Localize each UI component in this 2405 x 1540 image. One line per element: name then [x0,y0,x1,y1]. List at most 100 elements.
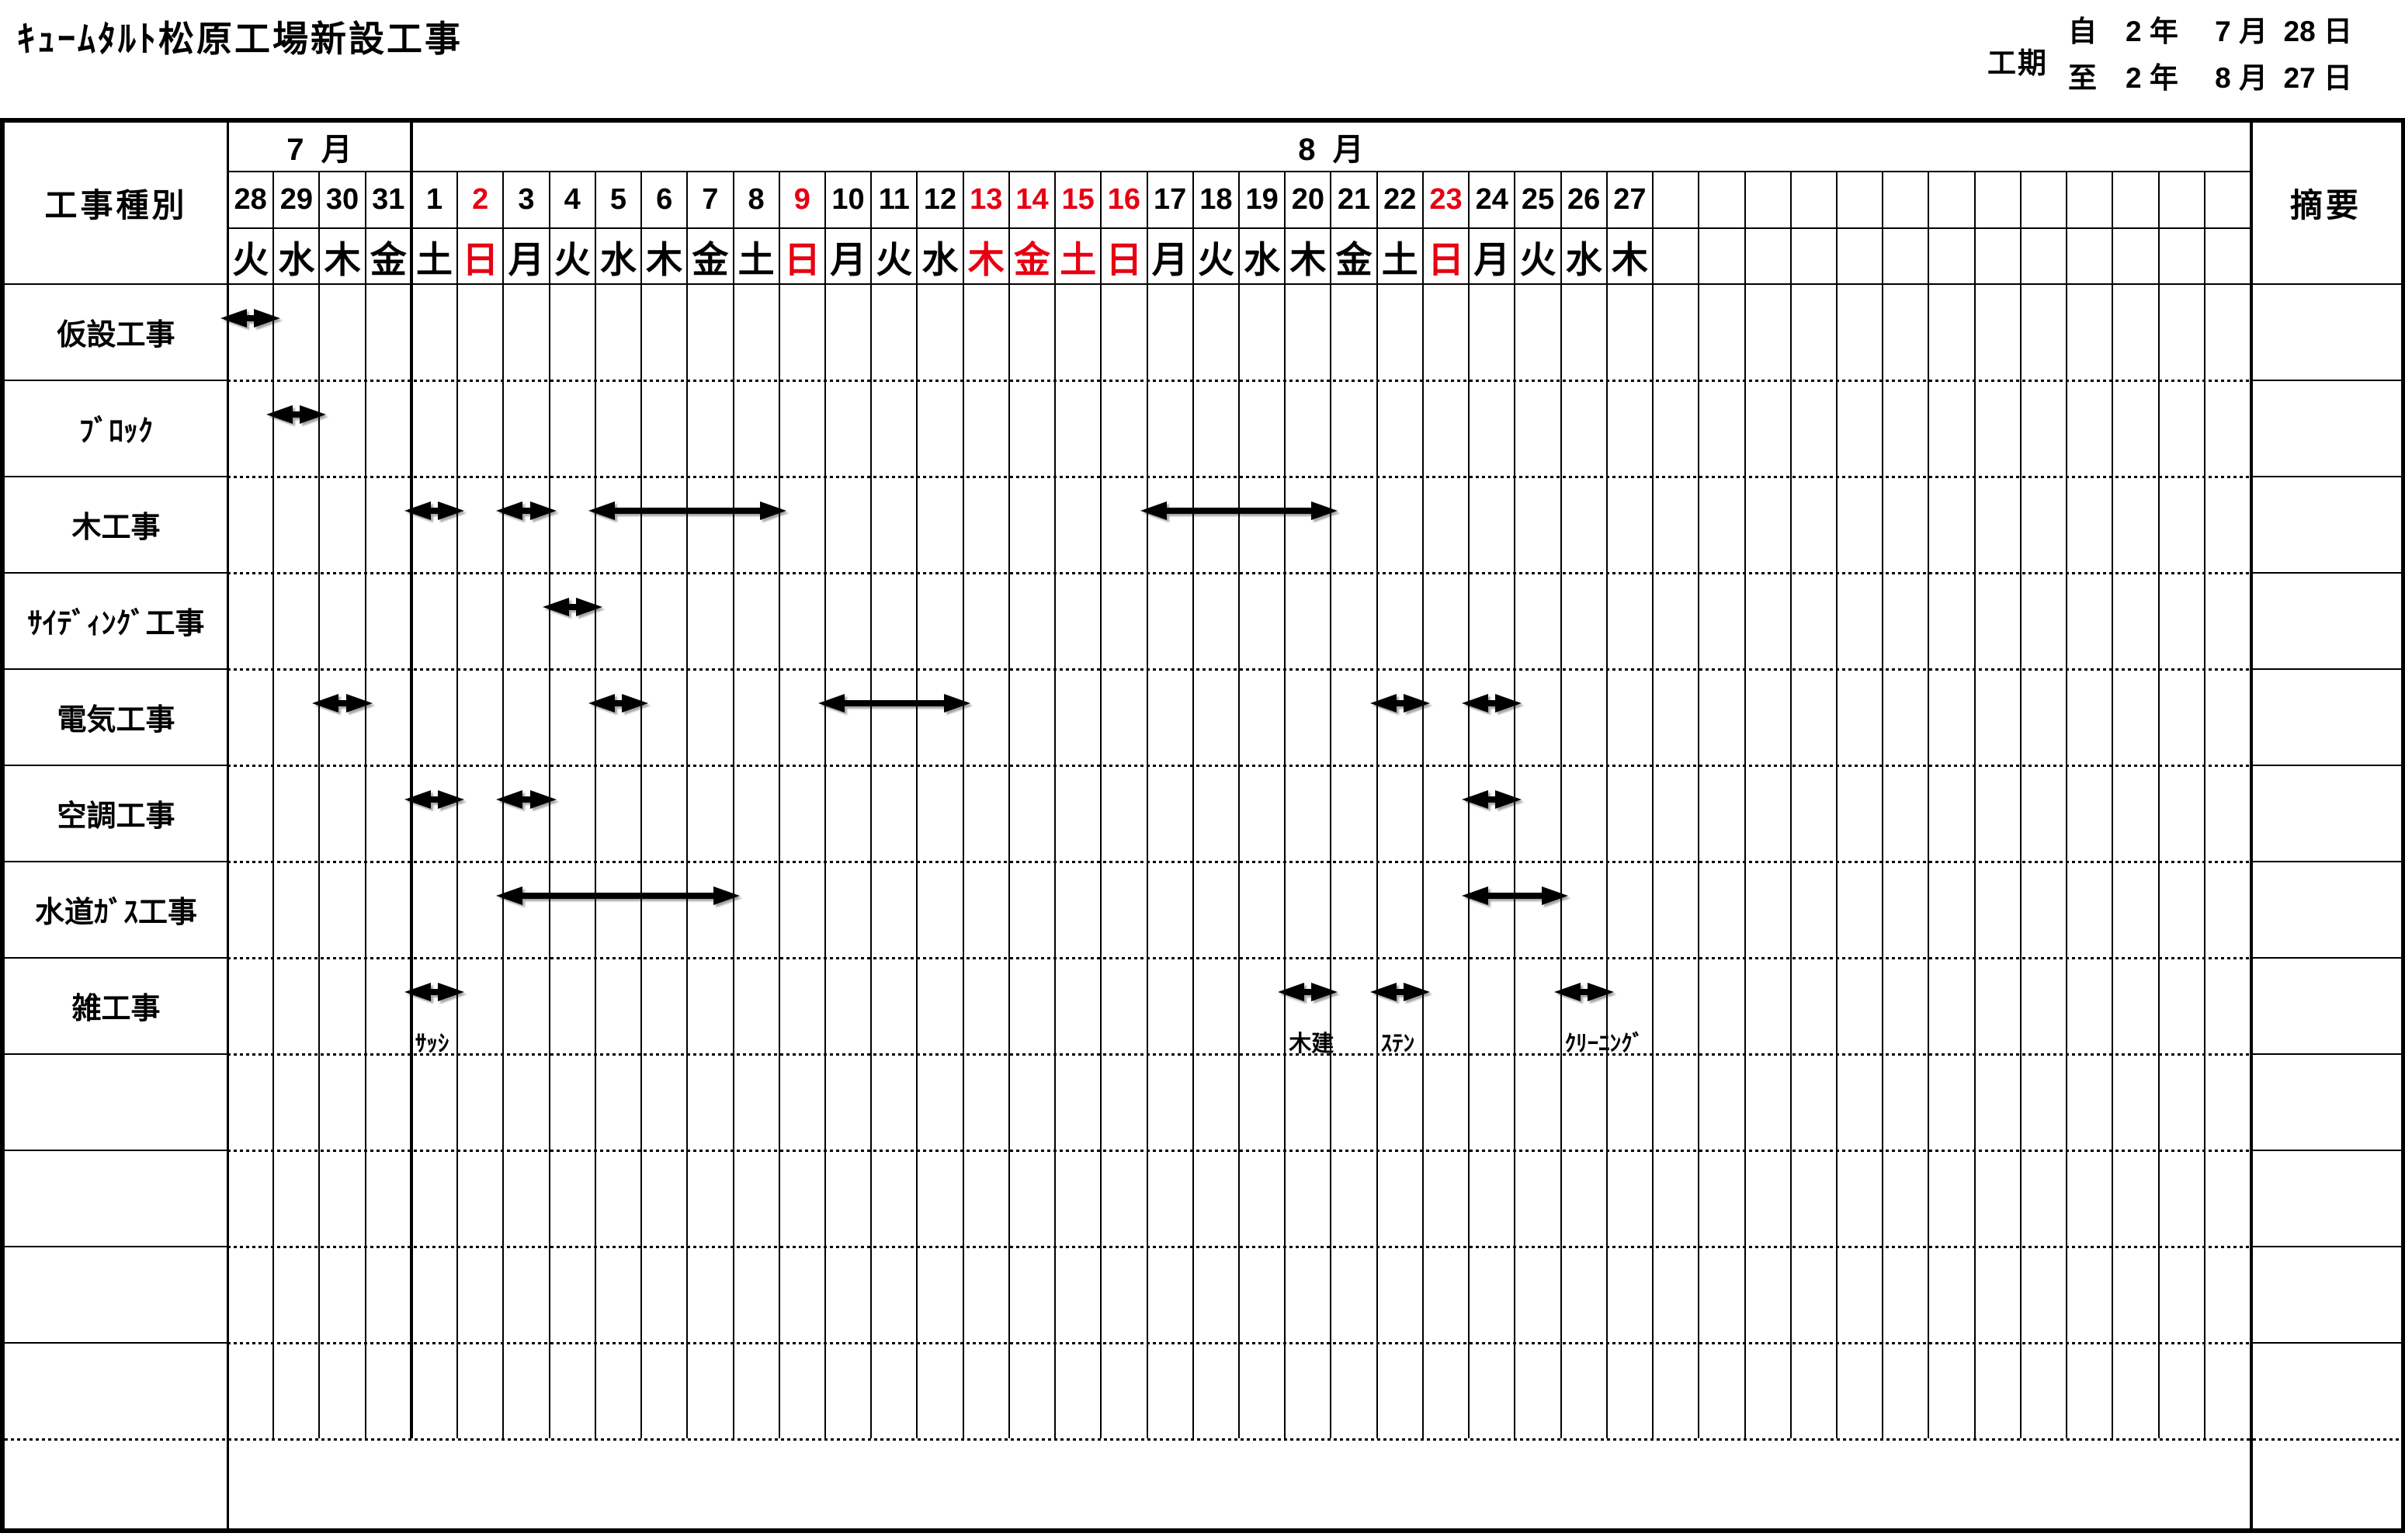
weekday-cell: 日 [1105,238,1143,280]
task-row-label: 仮設工事 [57,318,175,352]
grid-vline [870,171,873,1438]
row-separator-remarks [2251,957,2401,959]
grid-vline [2019,171,2022,1438]
date-cell: 28 [234,183,267,216]
task-bar-arrow [1369,983,1430,1001]
grid-vline [1744,171,1746,1438]
table-border-top [0,118,2405,123]
weekday-cell: 月 [1473,238,1511,280]
date-cell [2067,172,2112,227]
date-cell: 7 [702,183,719,216]
weekday-cell [1883,229,1928,283]
grid-vline [962,171,964,1438]
date-cell: 26 [1567,183,1601,216]
weekday-cell [1699,229,1744,283]
weekday-cell: 木 [967,238,1005,280]
weekday-cell: 月 [830,238,867,280]
date-cell [2112,172,2158,227]
row-separator-remarks [2251,1246,2401,1247]
weekday-cell: 木 [1289,238,1327,280]
grid-vline [1973,171,1976,1438]
arrow-shaft [422,989,446,995]
month-boundary-line [409,118,413,1438]
arrow-shaft [1572,989,1595,995]
date-cell: 20 [1291,183,1324,216]
arrow-shaft [239,315,262,321]
date-cell: 9 [793,183,810,216]
weekday-cell: 日 [1428,238,1465,280]
period-from: 自 2 年 7 月 28 日 [2068,16,2352,47]
weekday-cell: 火 [1197,238,1234,280]
arrow-caption: 木建 [1289,1032,1334,1056]
grid-vline [1835,171,1838,1438]
grid-vline [1882,171,1884,1438]
row-separator-label [5,861,227,862]
weekday-cell: 火 [232,238,269,280]
date-cell: 3 [518,183,535,216]
task-bar-arrow [496,886,741,905]
task-bar-arrow [1462,694,1522,713]
weekday-cell: 土 [1381,238,1418,280]
date-cell: 29 [279,183,313,216]
date-cell: 10 [831,183,865,216]
task-bar-arrow [588,501,786,520]
arrow-caption: ｻｯｼ [415,1032,449,1056]
task-bar-arrow [496,501,557,520]
row-separator-remarks [2251,1150,2401,1151]
grid-vline [364,171,366,1438]
grid-vline [1146,171,1148,1438]
row-separator-label [5,957,227,959]
arrow-shaft [1480,796,1504,803]
weekday-cell [1928,229,1974,283]
task-bar-arrow [817,694,970,713]
grid-vline [778,171,780,1438]
arrow-shaft [1480,893,1550,899]
task-row-label: 雑工事 [71,992,161,1025]
date-cell: 14 [1015,183,1049,216]
arrow-shaft [1296,989,1320,995]
weekday-cell: 月 [508,238,545,280]
sheet-title: ｷｭｰﾑﾀﾙﾄ松原工場新設工事 [17,19,463,59]
row-separator-remarks [2251,765,2401,766]
arrow-caption: ｸﾘｰﾆﾝｸﾞ [1564,1032,1644,1056]
date-cell: 15 [1061,183,1095,216]
task-bar-arrow [266,405,327,424]
weekday-cell: 土 [1060,238,1097,280]
grid-vline [1330,171,1332,1438]
date-cell: 18 [1199,183,1233,216]
row-separator-remarks [2251,476,2401,477]
row-separator-label [5,1053,227,1055]
table-border-right [2401,118,2405,1533]
weekday-cell: 水 [599,238,637,280]
grid-vline [1928,171,1930,1438]
grid-vline [686,171,689,1438]
date-cell: 13 [970,183,1003,216]
grid-vline [1376,171,1378,1438]
row-separator-remarks [2251,861,2401,862]
task-row-label: 水道ｶﾞｽ工事 [34,896,197,929]
date-cell: 31 [372,183,405,216]
task-bar-arrow [1140,501,1338,520]
weekday-cell [1975,229,2021,283]
work-type-header: 工事種別 [44,187,188,224]
arrow-shaft [1388,989,1411,995]
grid-vline [1100,171,1102,1438]
date-cell [1837,172,1883,227]
grid-vline [640,171,643,1438]
weekday-cell: 金 [370,238,407,280]
grid-vline [1238,171,1240,1438]
task-bar-arrow [220,309,281,328]
row-separator-remarks [2251,1053,2401,1055]
task-row-label: ﾌﾞﾛｯｸ [78,414,153,448]
date-cell [2159,172,2205,227]
task-bar-arrow [1278,983,1338,1001]
task-row-label [5,1438,227,1528]
date-cell [2205,172,2251,227]
date-cell: 25 [1521,183,1555,216]
date-cell: 21 [1337,183,1371,216]
date-cell [1928,172,1974,227]
weekday-cell [1745,229,1791,283]
task-row-label [5,1342,227,1438]
weekday-cell: 土 [416,238,453,280]
